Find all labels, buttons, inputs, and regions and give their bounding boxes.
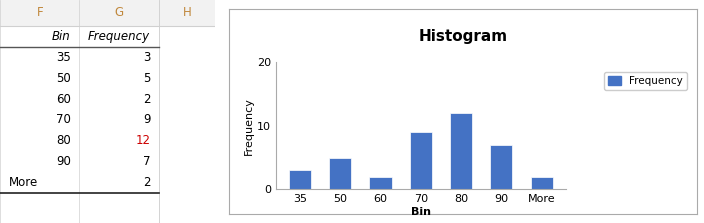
Bar [531, 177, 553, 190]
Text: G: G [115, 6, 124, 19]
Legend: Frequency: Frequency [604, 72, 687, 90]
X-axis label: Bin: Bin [410, 207, 431, 217]
Text: 2: 2 [143, 93, 151, 105]
Bar [329, 158, 351, 190]
Text: More: More [8, 176, 38, 189]
Text: 3: 3 [143, 51, 151, 64]
Text: 35: 35 [56, 51, 71, 64]
Text: 90: 90 [56, 155, 71, 168]
Text: 12: 12 [135, 134, 151, 147]
Text: 70: 70 [56, 114, 71, 126]
Text: H: H [182, 6, 191, 19]
Bar [450, 113, 472, 190]
Y-axis label: Frequency: Frequency [244, 97, 254, 155]
Text: 80: 80 [56, 134, 71, 147]
Text: 50: 50 [56, 72, 71, 85]
Bar [490, 145, 513, 190]
Text: 60: 60 [56, 93, 71, 105]
Text: Histogram: Histogram [418, 29, 508, 44]
Text: 5: 5 [143, 72, 151, 85]
Text: 2: 2 [143, 176, 151, 189]
Bar [0, 0, 215, 26]
Text: 9: 9 [143, 114, 151, 126]
Bar [410, 132, 432, 190]
Bar [289, 170, 311, 190]
Text: Bin: Bin [52, 30, 71, 43]
Bar [370, 177, 391, 190]
Text: 7: 7 [143, 155, 151, 168]
Text: Frequency: Frequency [88, 30, 151, 43]
Text: F: F [37, 6, 43, 19]
